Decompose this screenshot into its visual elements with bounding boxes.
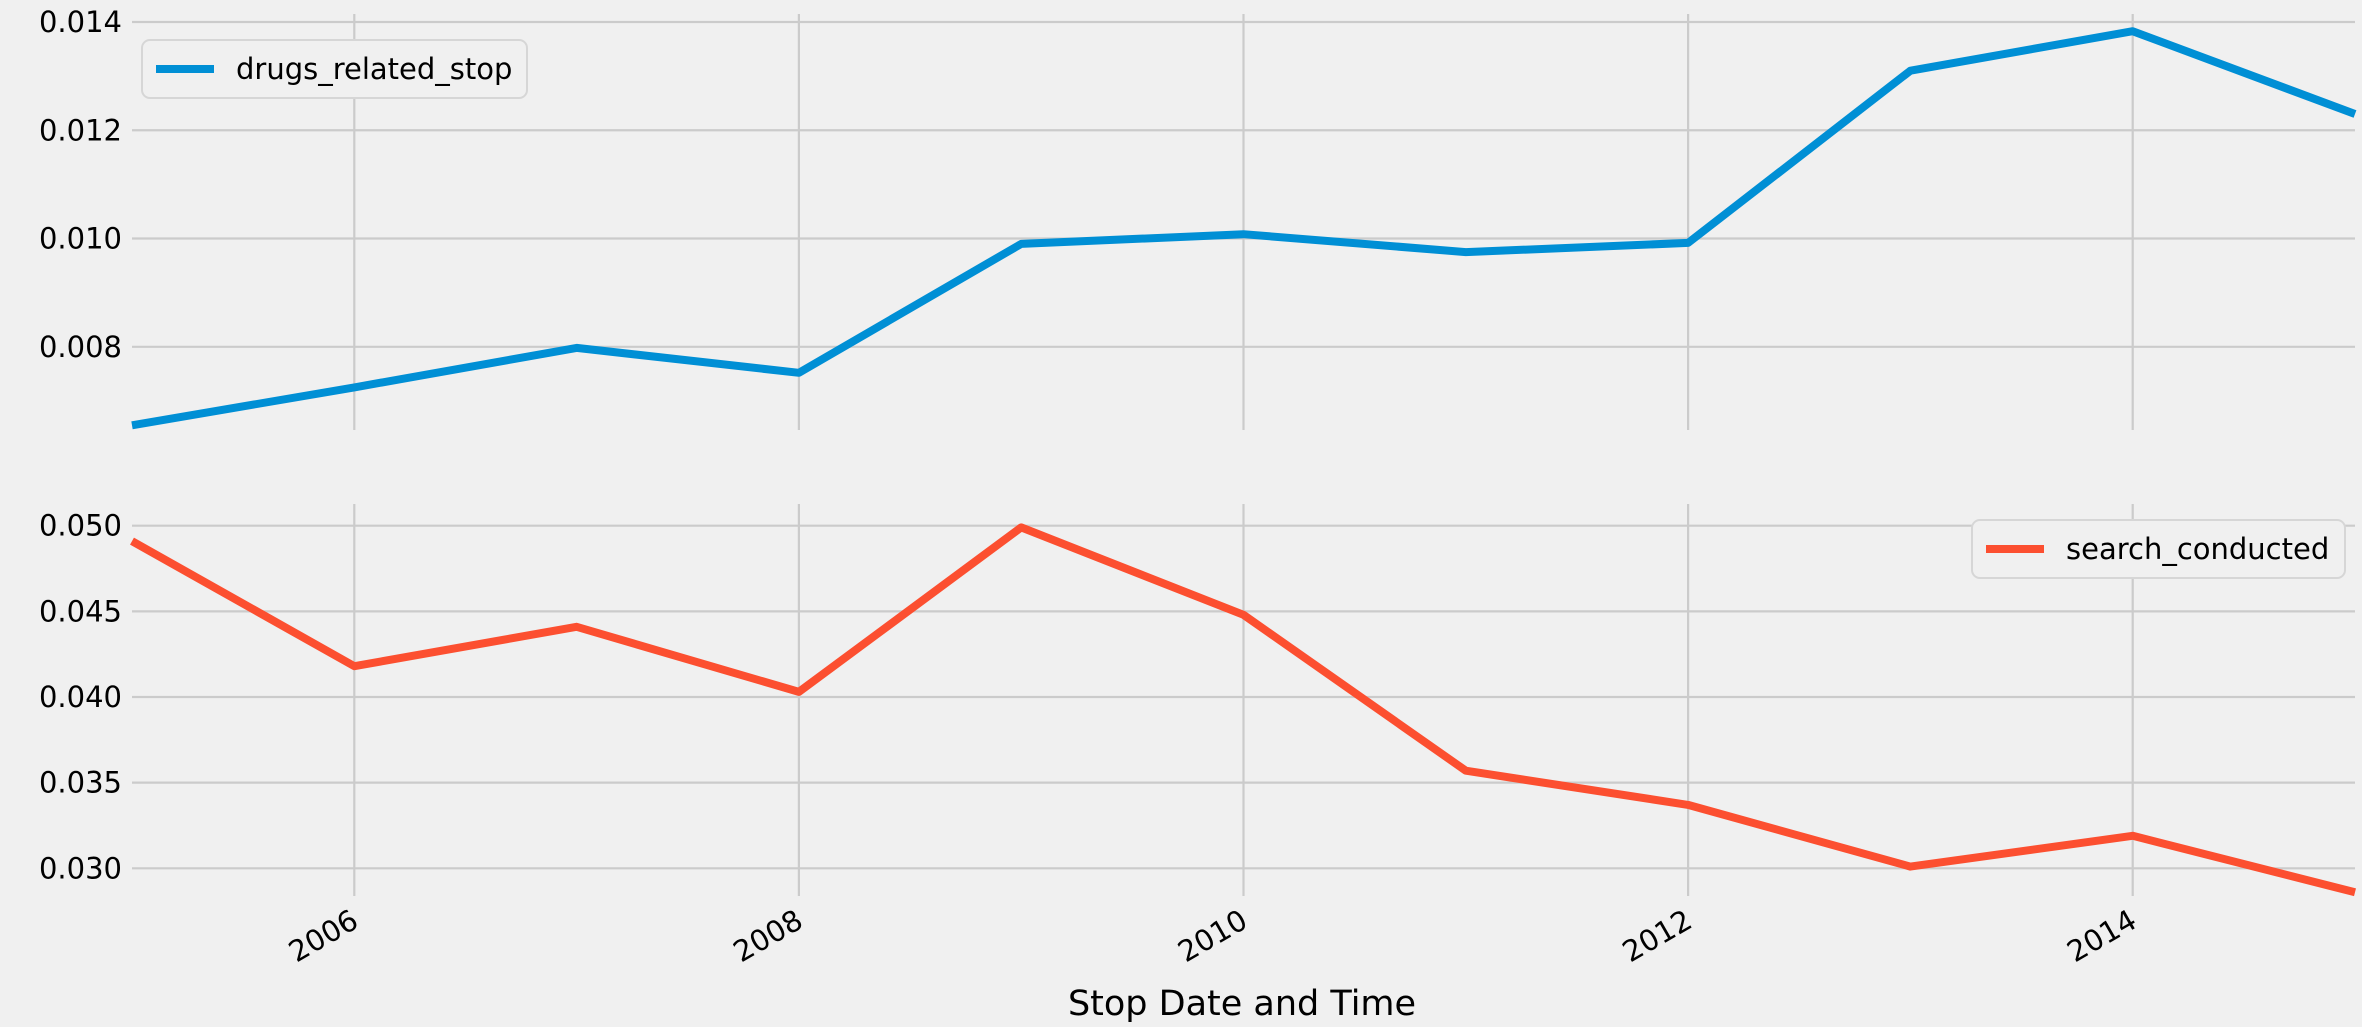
search-conducted-panel: 0.030 0.035 0.040 0.045 0.050 2006 2008 2010 201… [39, 504, 2356, 969]
legend-box [1971, 519, 2346, 579]
y-tick-label: 0.008 [39, 330, 122, 364]
legend-label: search_conducted [2066, 532, 2329, 566]
x-tick-label: 2010 [1172, 903, 1253, 969]
x-tick-label: 2008 [727, 903, 808, 969]
legend-box [141, 39, 528, 99]
x-axis-label: Stop Date and Time [1068, 984, 1416, 1024]
legend-label: drugs_related_stop [236, 52, 512, 86]
y-tick-label: 0.014 [39, 5, 122, 39]
x-tick-label: 2006 [283, 903, 364, 969]
series-line-drugs-related-stop [131, 27, 2357, 430]
y-tick-label: 0.050 [39, 509, 122, 543]
y-tick-label: 0.030 [39, 851, 122, 885]
y-tick-label: 0.010 [39, 222, 122, 256]
y-tick-label: 0.012 [39, 113, 122, 147]
y-tick-label: 0.040 [39, 680, 122, 714]
y-tick-label: 0.045 [39, 594, 122, 628]
drugs-related-stop-panel: 0.008 0.010 0.012 0.014 drugs_related_stop [39, 5, 2357, 430]
y-tick-label: 0.035 [39, 766, 122, 800]
x-tick-label: 2014 [2061, 903, 2142, 969]
series-line-search-conducted [130, 523, 2356, 897]
x-tick-label: 2012 [1617, 903, 1698, 969]
